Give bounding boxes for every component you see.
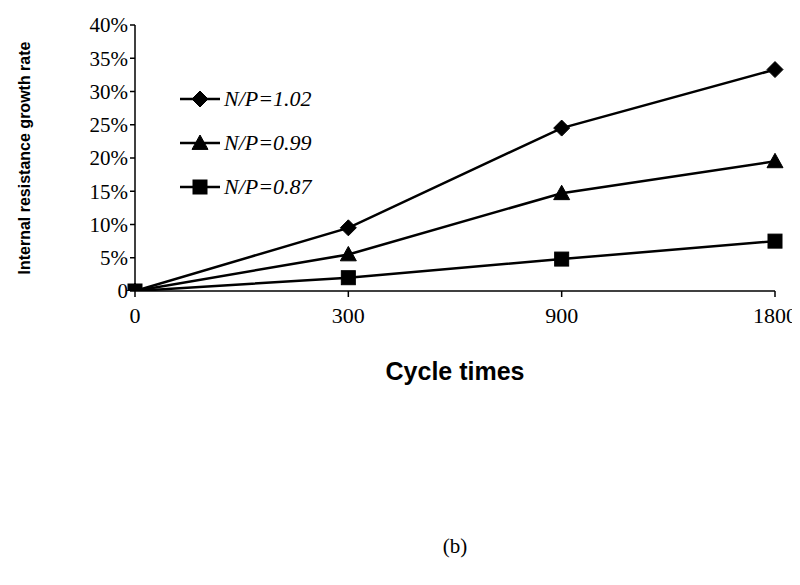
html-text:N/P=0.87: N/P=0.87 — [224, 174, 312, 199]
svg-text:0: 0 — [118, 279, 129, 303]
svg-text:40%: 40% — [90, 13, 129, 37]
svg-text:Internal resistance growth rat: Internal resistance growth rate — [16, 41, 33, 274]
svg-text:Cycle times: Cycle times — [386, 357, 525, 385]
svg-text:300: 300 — [332, 303, 365, 328]
svg-text:10%: 10% — [90, 213, 129, 237]
svg-text:900: 900 — [545, 303, 578, 328]
svg-text:5%: 5% — [100, 246, 128, 270]
html-text:N/P=1.02: N/P=1.02 — [224, 86, 312, 111]
svg-text:0: 0 — [130, 303, 141, 328]
svg-text:20%: 20% — [90, 146, 129, 170]
html-text:(b): (b) — [442, 534, 468, 558]
html-text:N/P=0.99: N/P=0.99 — [224, 130, 312, 155]
svg-text:25%: 25% — [90, 113, 129, 137]
svg-text:30%: 30% — [90, 80, 129, 104]
svg-text:15%: 15% — [90, 180, 129, 204]
svg-text:1800: 1800 — [753, 303, 792, 328]
svg-text:35%: 35% — [90, 47, 129, 71]
